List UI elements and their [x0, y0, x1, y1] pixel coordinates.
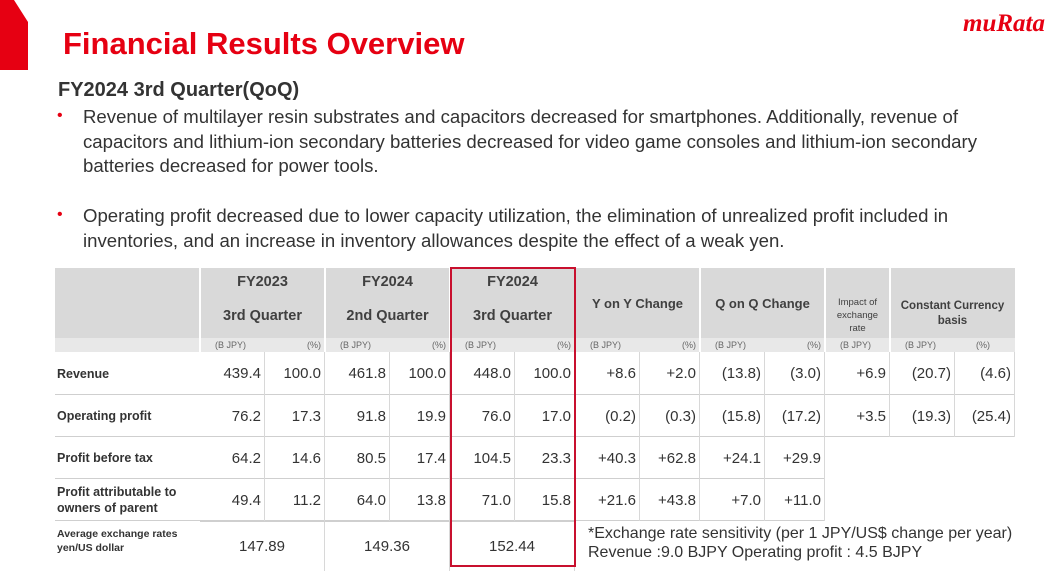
- row-label: Operating profit: [57, 409, 152, 423]
- unit-label: (B JPY): [589, 340, 621, 350]
- period-year: FY2024: [487, 274, 538, 290]
- value-cell: 17.4: [390, 437, 450, 479]
- change-header: Q on Q Change: [715, 295, 810, 311]
- highlight-frame: [450, 267, 576, 567]
- value-cell: 91.8: [325, 395, 390, 437]
- unit-label: (%): [307, 340, 321, 350]
- bullet: Revenue of multilayer resin substrates a…: [83, 106, 978, 176]
- value-cell: 14.6: [265, 437, 325, 479]
- value-cell: +43.8: [640, 479, 700, 521]
- value-cell: +11.0: [765, 479, 825, 521]
- value-cell: (19.3): [890, 395, 955, 437]
- footnote-line: *Exchange rate sensitivity (per 1 JPY/US…: [588, 525, 1013, 542]
- value-cell: (3.0): [765, 352, 825, 395]
- row-label: Profit before tax: [57, 451, 153, 465]
- value-cell: (4.6): [955, 352, 1015, 395]
- header-divider: [699, 268, 701, 352]
- value-cell: (13.8): [700, 352, 765, 395]
- value-cell: 100.0: [265, 352, 325, 395]
- unit-label: (B JPY): [904, 340, 936, 350]
- unit-label: (%): [976, 340, 990, 350]
- value-cell: 64.0: [325, 479, 390, 521]
- value-cell: (17.2): [765, 395, 825, 437]
- value-cell: (15.8): [700, 395, 765, 437]
- bullet: Operating profit decreased due to lower …: [83, 205, 949, 251]
- value-cell: +29.9: [765, 437, 825, 479]
- unit-label: (B JPY): [214, 340, 246, 350]
- value-cell: 448.0: [450, 352, 515, 395]
- change-header: Y on Y Change: [591, 295, 684, 311]
- value-cell: (25.4): [955, 395, 1015, 437]
- row-line: [55, 520, 825, 521]
- footnote-line: Revenue :9.0 BJPY Operating profit : 4.5…: [588, 544, 923, 561]
- value-cell: 100.0: [390, 352, 450, 395]
- period-quarter: 2nd Quarter: [346, 308, 429, 324]
- header-divider: [889, 268, 891, 352]
- header-bg: [55, 268, 1015, 338]
- unit-label: (B JPY): [464, 340, 496, 350]
- period-year: FY2024: [362, 274, 413, 290]
- row-label: Revenue: [57, 366, 110, 381]
- row-label: Average exchange rates yen/US dollar: [57, 528, 178, 554]
- logo: muRata: [963, 10, 1045, 37]
- value-cell: +3.5: [825, 395, 890, 437]
- unit-label: (%): [557, 340, 571, 350]
- row-line: [55, 436, 1015, 437]
- value-cell: +21.6: [575, 479, 640, 521]
- value-cell: 13.8: [390, 479, 450, 521]
- unit-label: (B JPY): [714, 340, 746, 350]
- value-cell: 11.2: [265, 479, 325, 521]
- header-divider: [199, 268, 201, 352]
- unit-label: (%): [432, 340, 446, 350]
- title: Financial Results Overview: [63, 26, 465, 61]
- value-cell: 76.0: [450, 395, 515, 437]
- unit-label: (B JPY): [339, 340, 371, 350]
- value-cell: 461.8: [325, 352, 390, 395]
- value-cell: (0.3): [640, 395, 700, 437]
- period-quarter: 3rd Quarter: [223, 308, 302, 324]
- corner-accent: [0, 0, 28, 70]
- units-bg: [55, 338, 1015, 352]
- value-cell: 19.9: [390, 395, 450, 437]
- unit-label: (B JPY): [839, 340, 871, 350]
- header-divider: [824, 268, 826, 352]
- value-cell: +62.8: [640, 437, 700, 479]
- value-cell: (20.7): [890, 352, 955, 395]
- rate-cell: 147.89: [200, 521, 325, 571]
- bullet-dot: •: [57, 107, 63, 124]
- value-cell: (0.2): [575, 395, 640, 437]
- value-cell: +24.1: [700, 437, 765, 479]
- value-cell: +7.0: [700, 479, 765, 521]
- unit-label: (%): [682, 340, 696, 350]
- value-cell: +2.0: [640, 352, 700, 395]
- results-table: FY2023 3rd Quarter FY2024 2nd Quarter FY2024…: [55, 267, 1015, 571]
- value-cell: 17.3: [265, 395, 325, 437]
- bullet-dot: •: [57, 206, 63, 223]
- value-cell: 76.2: [200, 395, 265, 437]
- unit-label: (%): [807, 340, 821, 350]
- value-cell: 104.5: [450, 437, 515, 479]
- row-line: [55, 394, 1015, 395]
- period-quarter: 3rd Quarter: [473, 308, 552, 324]
- footnote: *Exchange rate sensitivity (per 1 JPY/US…: [588, 524, 1012, 562]
- value-cell: 64.2: [200, 437, 265, 479]
- impact-header: Impact of exchange rate: [836, 296, 879, 334]
- constant-header: Constant Currency basis: [900, 300, 1005, 327]
- subtitle: FY2024 3rd Quarter(QoQ): [58, 79, 300, 101]
- value-cell: 49.4: [200, 479, 265, 521]
- header-divider: [324, 268, 326, 352]
- value-cell: +40.3: [575, 437, 640, 479]
- value-cell: 439.4: [200, 352, 265, 395]
- row-line: [55, 478, 825, 479]
- value-cell: 71.0: [450, 479, 515, 521]
- value-cell: 80.5: [325, 437, 390, 479]
- value-cell: +6.9: [825, 352, 890, 395]
- period-year: FY2023: [237, 274, 288, 290]
- value-cell: +8.6: [575, 352, 640, 395]
- rate-cell: 149.36: [325, 521, 450, 571]
- row-label: Profit attributable to owners of parent: [57, 485, 177, 515]
